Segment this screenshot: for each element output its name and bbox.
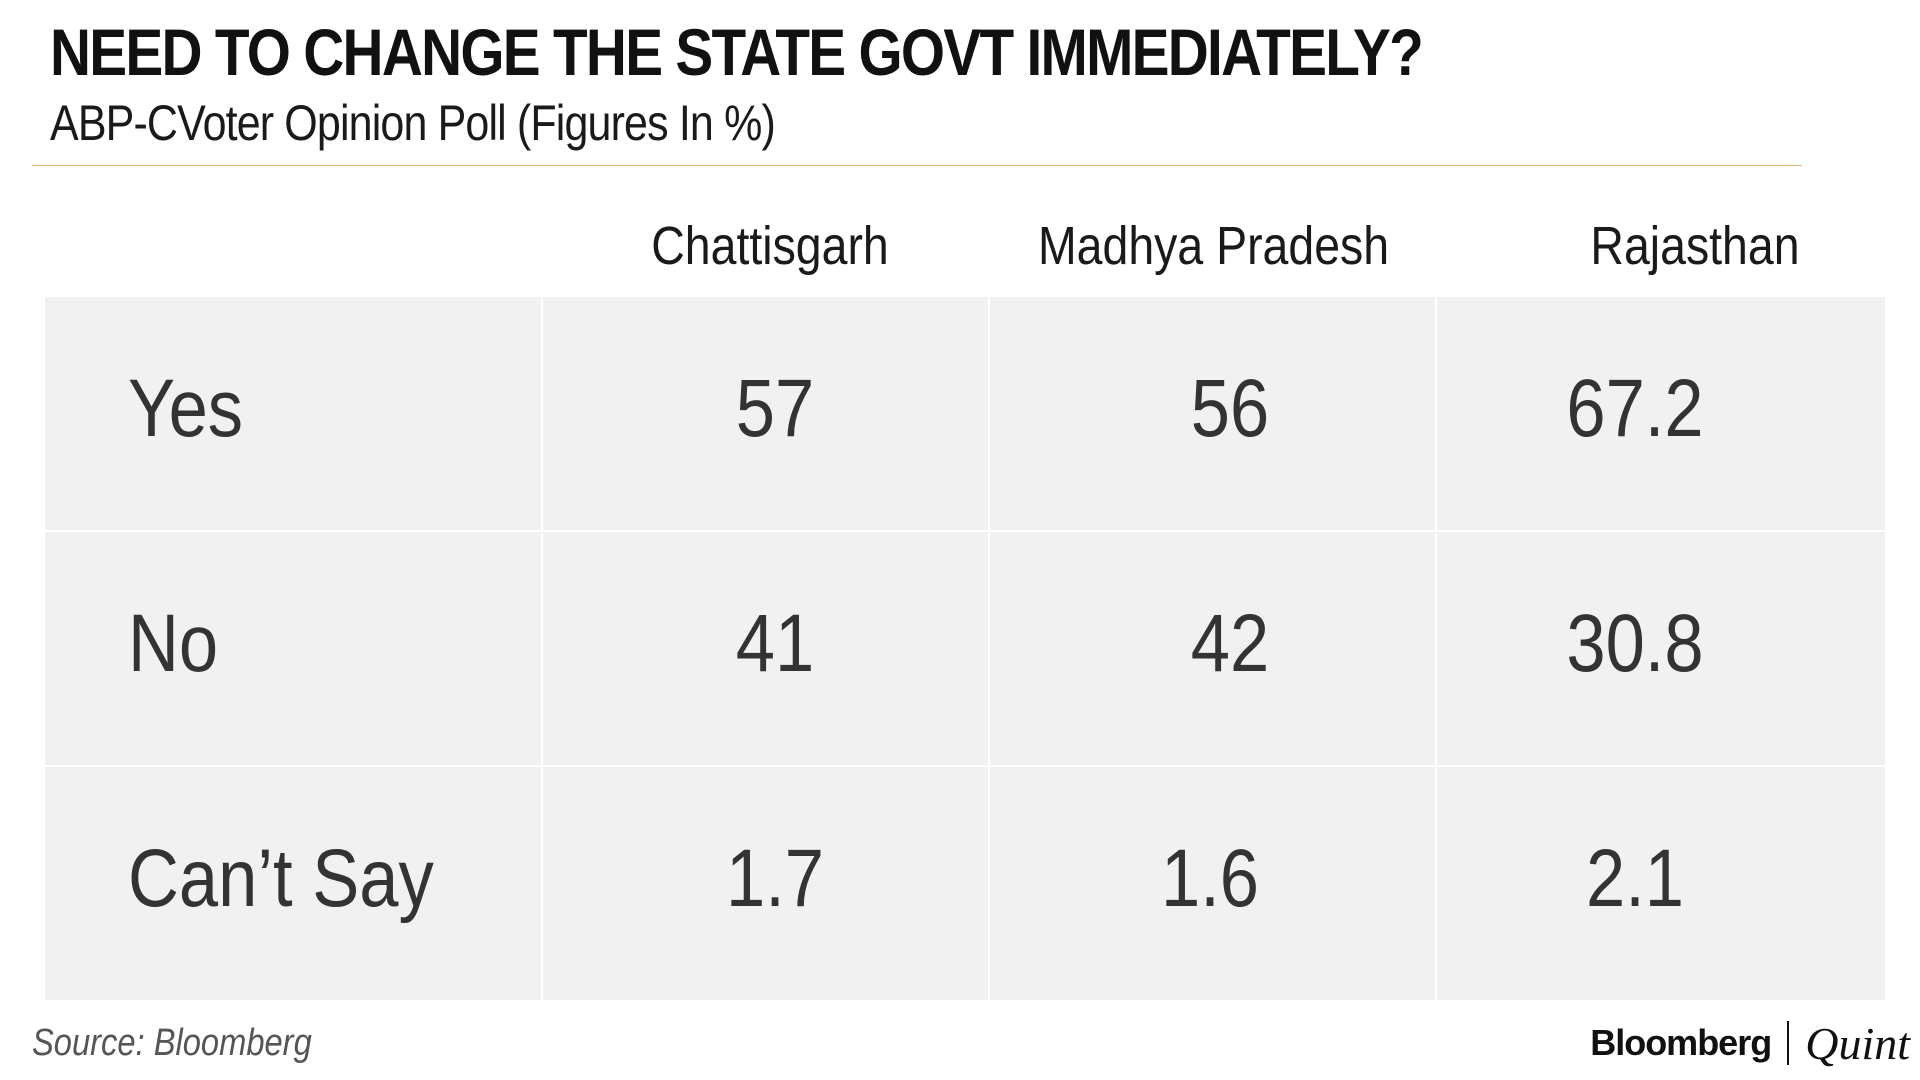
column-header-madhya-pradesh: Madhya Pradesh — [1038, 216, 1390, 276]
brand-name-quint: Quint — [1805, 1017, 1910, 1069]
row-label-no: No — [128, 598, 219, 689]
table-cell-row-3-col-1 — [543, 767, 988, 1000]
title-divider — [32, 165, 1802, 166]
data-table: Yes No Can’t Say 57 56 67.2 41 42 30.8 1… — [45, 297, 1885, 1000]
data-label-yes-rajasthan: 67.2 — [1566, 363, 1704, 454]
table-cell-row-3-col-2 — [990, 767, 1435, 1000]
table-cell-row-2-col-1 — [543, 532, 988, 765]
table-cell-row-1-col-1 — [543, 297, 988, 530]
chart-title: NEED TO CHANGE THE STATE GOVT IMMEDIATEL… — [50, 15, 1424, 89]
table-cell-row-1-col-2 — [990, 297, 1435, 530]
table-cell-label-row-3 — [45, 767, 541, 1000]
data-label-cant-say-madhya-pradesh: 1.6 — [1160, 833, 1260, 924]
source-note: Source: Bloomberg — [32, 1022, 312, 1064]
table-cell-row-2-col-3 — [1437, 532, 1885, 765]
brand-logo: Bloomberg Quint — [1590, 1017, 1910, 1069]
data-label-yes-madhya-pradesh: 56 — [1190, 363, 1270, 454]
row-label-yes: Yes — [128, 363, 244, 454]
table-cell-row-2-col-2 — [990, 532, 1435, 765]
table-cell-row-1-col-3 — [1437, 297, 1885, 530]
data-label-yes-chattisgarh: 57 — [735, 363, 815, 454]
data-label-cant-say-chattisgarh: 1.7 — [725, 833, 825, 924]
table-cell-row-3-col-3 — [1437, 767, 1885, 1000]
data-label-no-madhya-pradesh: 42 — [1190, 598, 1270, 689]
table-cell-label-row-1 — [45, 297, 541, 530]
row-label-cant-say: Can’t Say — [128, 833, 434, 924]
column-header-rajasthan: Rajasthan — [1590, 216, 1800, 276]
data-label-no-chattisgarh: 41 — [735, 598, 815, 689]
data-label-no-rajasthan: 30.8 — [1566, 598, 1704, 689]
column-header-chattisgarh: Chattisgarh — [651, 216, 889, 276]
table-cell-label-row-2 — [45, 532, 541, 765]
brand-separator — [1787, 1021, 1790, 1065]
data-label-cant-say-rajasthan: 2.1 — [1585, 833, 1685, 924]
chart-subtitle: ABP-CVoter Opinion Poll (Figures In %) — [50, 95, 776, 151]
brand-name-bloomberg: Bloomberg — [1590, 1022, 1772, 1063]
